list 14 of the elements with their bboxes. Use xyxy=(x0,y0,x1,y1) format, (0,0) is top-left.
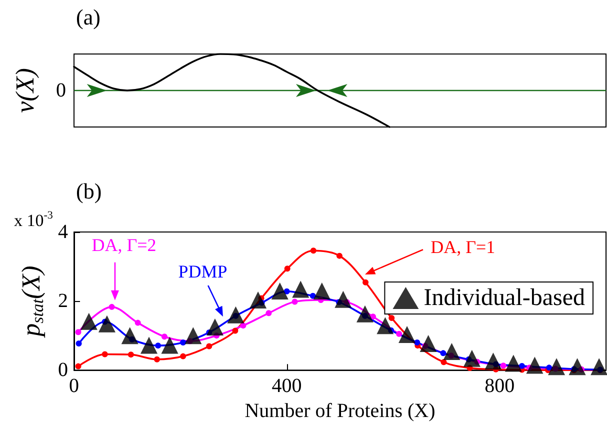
y-axis-title: v(X) xyxy=(10,68,40,113)
text: DA, Γ=1 xyxy=(430,236,496,257)
series-label: PDMP xyxy=(178,261,228,282)
y-tick-label: 2 xyxy=(58,290,68,312)
legend-label: Individual-based xyxy=(424,285,586,311)
chart-title: (a) xyxy=(76,4,100,30)
y-tick-label: 0 xyxy=(58,359,68,382)
y-axis-title: pstat(X) xyxy=(16,266,47,338)
chart-title: (b) xyxy=(76,178,102,204)
x-tick-label: 800 xyxy=(484,375,515,398)
x-axis-title: Number of Proteins (X) xyxy=(244,400,436,422)
x-tick-label: 400 xyxy=(272,375,302,398)
text: DA, Γ=2 xyxy=(92,234,156,255)
y-tick-label: 4 xyxy=(58,221,68,243)
